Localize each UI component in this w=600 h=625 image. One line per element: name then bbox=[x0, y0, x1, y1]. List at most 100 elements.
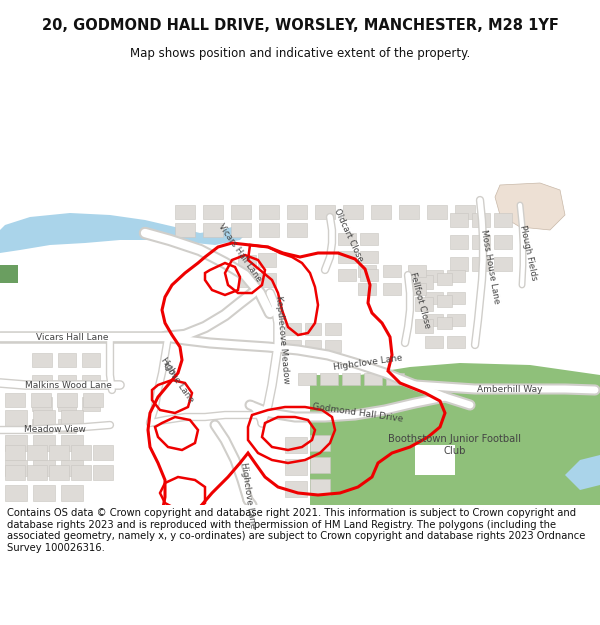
Bar bbox=[5, 460, 27, 476]
Bar bbox=[427, 205, 447, 219]
Bar bbox=[298, 373, 316, 385]
Bar bbox=[437, 273, 452, 285]
Polygon shape bbox=[415, 445, 455, 475]
Bar bbox=[82, 353, 100, 367]
Bar bbox=[383, 265, 401, 277]
Bar bbox=[32, 397, 52, 411]
Bar bbox=[325, 340, 341, 352]
Text: Contains OS data © Crown copyright and database right 2021. This information is : Contains OS data © Crown copyright and d… bbox=[7, 508, 586, 552]
Bar bbox=[287, 223, 307, 237]
Text: Fellfoot Close: Fellfoot Close bbox=[408, 271, 432, 329]
Bar bbox=[342, 373, 360, 385]
Bar bbox=[27, 445, 47, 460]
Text: clove Lane: clove Lane bbox=[161, 361, 195, 404]
Bar bbox=[58, 353, 76, 367]
Bar bbox=[437, 295, 452, 307]
Bar bbox=[82, 375, 100, 389]
Bar bbox=[33, 410, 55, 426]
Bar bbox=[360, 233, 378, 245]
Bar bbox=[175, 205, 195, 219]
Bar bbox=[259, 205, 279, 219]
Bar bbox=[472, 213, 490, 227]
Text: Vicars Hall Lane: Vicars Hall Lane bbox=[217, 222, 263, 284]
Bar bbox=[33, 435, 55, 451]
Text: Vicars Hall Lane: Vicars Hall Lane bbox=[36, 332, 108, 341]
Bar bbox=[358, 283, 376, 295]
Bar bbox=[338, 251, 356, 263]
Text: Meadow View: Meadow View bbox=[24, 426, 86, 434]
Bar bbox=[364, 373, 382, 385]
Bar bbox=[455, 205, 475, 219]
Text: Godmond Hall Drive: Godmond Hall Drive bbox=[312, 402, 404, 424]
Bar bbox=[5, 393, 25, 407]
Bar bbox=[285, 437, 307, 453]
Bar bbox=[32, 419, 52, 433]
Bar bbox=[425, 314, 443, 326]
Bar bbox=[32, 353, 52, 367]
Bar bbox=[285, 481, 307, 497]
Bar bbox=[231, 223, 251, 237]
Polygon shape bbox=[565, 455, 600, 490]
Bar bbox=[494, 213, 512, 227]
Text: Highclove Lane: Highclove Lane bbox=[333, 354, 403, 372]
Bar bbox=[285, 340, 301, 352]
Bar bbox=[494, 257, 512, 271]
Bar bbox=[360, 269, 378, 281]
Bar bbox=[238, 273, 256, 287]
Bar bbox=[231, 205, 251, 219]
Bar bbox=[93, 445, 113, 460]
Bar bbox=[472, 257, 490, 271]
Bar bbox=[447, 292, 465, 304]
Bar bbox=[425, 336, 443, 348]
Bar bbox=[450, 235, 468, 249]
Bar bbox=[425, 270, 443, 282]
Bar bbox=[58, 375, 76, 389]
Bar bbox=[238, 255, 256, 269]
Text: Map shows position and indicative extent of the property.: Map shows position and indicative extent… bbox=[130, 48, 470, 60]
Bar bbox=[450, 213, 468, 227]
Polygon shape bbox=[0, 265, 18, 283]
Text: Highclove Lane: Highclove Lane bbox=[239, 461, 257, 529]
Bar bbox=[71, 465, 91, 480]
Bar bbox=[61, 410, 83, 426]
Bar bbox=[399, 205, 419, 219]
Bar bbox=[203, 223, 223, 237]
Bar bbox=[33, 485, 55, 501]
Bar bbox=[360, 251, 378, 263]
Text: Malkins Wood Lane: Malkins Wood Lane bbox=[25, 381, 112, 389]
Text: Boothstown Junior Football
Club: Boothstown Junior Football Club bbox=[389, 434, 521, 456]
Text: Amberhill Way: Amberhill Way bbox=[477, 384, 543, 394]
Bar bbox=[437, 317, 452, 329]
Bar bbox=[343, 205, 363, 219]
Bar bbox=[408, 265, 426, 277]
Polygon shape bbox=[0, 213, 250, 253]
Bar bbox=[408, 283, 426, 295]
Bar bbox=[447, 270, 465, 282]
Bar bbox=[49, 465, 69, 480]
Bar bbox=[287, 205, 307, 219]
Bar bbox=[93, 465, 113, 480]
Text: Moss House Lane: Moss House Lane bbox=[479, 229, 501, 305]
Bar bbox=[58, 419, 76, 433]
Bar bbox=[61, 460, 83, 476]
Bar bbox=[320, 373, 338, 385]
Text: High: High bbox=[158, 356, 178, 377]
Bar bbox=[415, 275, 433, 289]
Bar bbox=[338, 233, 356, 245]
Bar bbox=[82, 397, 100, 411]
Bar bbox=[61, 435, 83, 451]
Bar bbox=[5, 445, 25, 460]
Bar bbox=[310, 479, 330, 495]
Bar bbox=[58, 397, 76, 411]
Bar bbox=[33, 460, 55, 476]
Bar bbox=[259, 223, 279, 237]
Bar bbox=[494, 235, 512, 249]
Bar bbox=[5, 435, 27, 451]
Bar bbox=[371, 205, 391, 219]
Bar bbox=[203, 205, 223, 219]
Bar bbox=[71, 445, 91, 460]
Bar bbox=[310, 457, 330, 473]
Bar bbox=[5, 410, 27, 426]
Bar bbox=[383, 283, 401, 295]
Bar bbox=[83, 393, 103, 407]
